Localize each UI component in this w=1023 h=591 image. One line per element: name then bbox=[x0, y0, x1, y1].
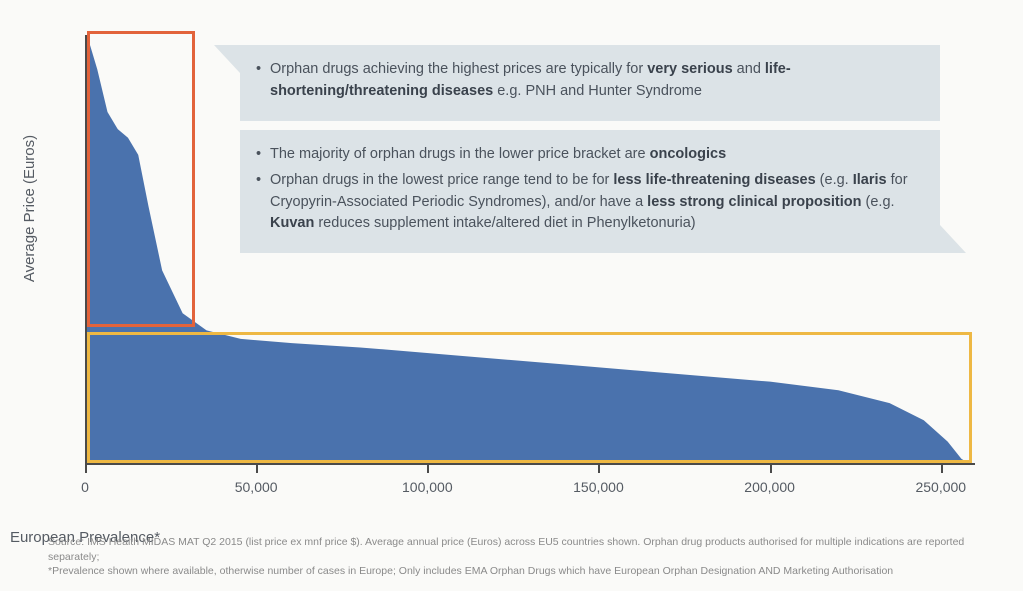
yellow-highlight-box bbox=[87, 332, 972, 463]
callout-tail-icon bbox=[214, 45, 240, 73]
x-tick bbox=[85, 465, 87, 473]
x-tick bbox=[256, 465, 258, 473]
x-axis bbox=[85, 463, 975, 465]
callout-bottom-item-2: Orphan drugs in the lowest price range t… bbox=[270, 170, 920, 235]
callout-bottom: The majority of orphan drugs in the lowe… bbox=[240, 130, 940, 253]
x-tick-label: 150,000 bbox=[573, 479, 624, 495]
x-tick-label: 200,000 bbox=[744, 479, 795, 495]
callout-tail-icon bbox=[940, 225, 966, 253]
x-tick-label: 250,000 bbox=[915, 479, 966, 495]
x-tick-label: 100,000 bbox=[402, 479, 453, 495]
x-tick bbox=[598, 465, 600, 473]
x-tick-label: 50,000 bbox=[235, 479, 278, 495]
callout-top-item: Orphan drugs achieving the highest price… bbox=[270, 59, 920, 103]
red-highlight-box bbox=[87, 31, 195, 328]
callout-top: Orphan drugs achieving the highest price… bbox=[240, 45, 940, 121]
y-axis bbox=[85, 35, 87, 465]
footnote-line-2: *Prevalence shown where available, other… bbox=[48, 565, 893, 577]
x-tick bbox=[941, 465, 943, 473]
footnote: Source: IMS Health MIDAS MAT Q2 2015 (li… bbox=[48, 535, 975, 578]
x-tick bbox=[770, 465, 772, 473]
footnote-line-1: Source: IMS Health MIDAS MAT Q2 2015 (li… bbox=[48, 536, 964, 562]
y-axis-label: Average Price (Euros) bbox=[21, 135, 38, 282]
x-tick-label: 0 bbox=[81, 479, 89, 495]
callout-bottom-item-1: The majority of orphan drugs in the lowe… bbox=[270, 144, 920, 166]
x-tick bbox=[427, 465, 429, 473]
